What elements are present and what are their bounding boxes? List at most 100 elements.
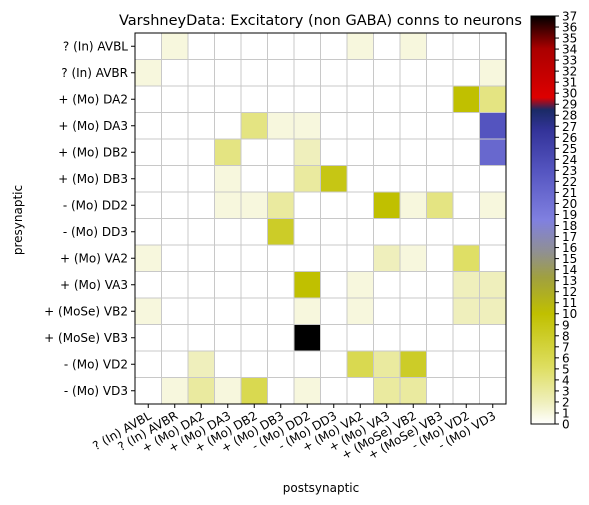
heatmap-cell <box>188 86 215 113</box>
heatmap-cell <box>426 165 454 193</box>
colorbar-tick-label: 9 <box>562 318 570 332</box>
heatmap-cell <box>347 218 374 246</box>
colorbar-tick-label: 7 <box>562 340 570 354</box>
heatmap-cell <box>241 271 268 299</box>
heatmap-cell <box>400 112 427 140</box>
heatmap-cell <box>267 59 295 87</box>
heatmap-cell <box>373 59 401 87</box>
heatmap-cell <box>214 271 242 299</box>
heatmap-cell <box>320 377 348 405</box>
heatmap-cell <box>426 351 454 378</box>
colorbar-tick-label: 36 <box>562 21 577 35</box>
x-tick-labels: ? (In) AVBL? (In) AVBR+ (Mo) DA2+ (Mo) D… <box>90 404 498 463</box>
heatmap-cell <box>453 271 480 299</box>
heatmap-cell <box>267 86 295 113</box>
heatmap-cell <box>267 324 295 352</box>
heatmap-cell <box>479 165 507 193</box>
heatmap-cell <box>479 192 507 219</box>
heatmap-cell <box>373 271 401 299</box>
y-tick-label: - (Mo) DD3 <box>63 225 128 239</box>
y-tick-label: + (Mo) DB3 <box>58 172 128 186</box>
heatmap-cell <box>426 33 454 60</box>
heatmap-cell <box>320 33 348 60</box>
heatmap-cell <box>400 139 427 166</box>
heatmap-cell <box>426 245 454 272</box>
heatmap-cell <box>188 377 215 405</box>
heatmap-cell <box>479 351 507 378</box>
heatmap-cell <box>320 245 348 272</box>
heatmap-cell <box>161 192 189 219</box>
heatmap-cell <box>320 271 348 299</box>
heatmap-cell <box>161 377 189 405</box>
heatmap-cell <box>347 192 374 219</box>
heatmap-cell <box>294 112 321 140</box>
heatmap-cell <box>214 245 242 272</box>
y-tick-label: - (Mo) DD2 <box>63 198 128 212</box>
heatmap-cell <box>373 377 401 405</box>
colorbar-tick-label: 26 <box>562 131 577 145</box>
colorbar-tick-label: 14 <box>562 263 577 277</box>
heatmap-cell <box>400 165 427 193</box>
heatmap-cell <box>479 33 507 60</box>
chart-title: VarshneyData: Excitatory (non GABA) conn… <box>119 13 522 29</box>
colorbar-tick-label: 20 <box>562 197 577 211</box>
colorbar-tick-label: 28 <box>562 109 577 123</box>
y-tick-label: ? (In) AVBL <box>63 39 128 53</box>
heatmap-cell <box>373 165 401 193</box>
heatmap-cell <box>373 139 401 166</box>
heatmap-cell <box>426 59 454 87</box>
colorbar-tick-label: 35 <box>562 32 577 46</box>
heatmap-cell <box>188 351 215 378</box>
heatmap-cell <box>294 324 321 352</box>
heatmap-cell <box>161 271 189 299</box>
heatmap-cell <box>453 139 480 166</box>
heatmap-cell <box>161 33 189 60</box>
heatmap-cell <box>320 86 348 113</box>
colorbar-tick-label: 19 <box>562 208 577 222</box>
heatmap-cell <box>294 139 321 166</box>
heatmap-cell <box>214 139 242 166</box>
heatmap-cell <box>320 112 348 140</box>
heatmap-cell <box>161 165 189 193</box>
heatmap-cell <box>188 218 215 246</box>
heatmap-cell <box>161 59 189 87</box>
heatmap-cell <box>347 165 374 193</box>
heatmap-cell <box>426 298 454 325</box>
heatmap-cell <box>267 271 295 299</box>
heatmap-cell <box>347 139 374 166</box>
colorbar-tick-label: 3 <box>562 384 570 398</box>
heatmap-cell <box>426 218 454 246</box>
y-tick-label: - (Mo) VD2 <box>64 357 128 371</box>
heatmap-cell <box>400 192 427 219</box>
heatmap-cell <box>373 86 401 113</box>
heatmap-cell <box>453 33 480 60</box>
heatmap-cell <box>400 351 427 378</box>
heatmap-cell <box>294 298 321 325</box>
heatmap-cell <box>135 192 162 219</box>
heatmap-cell <box>214 112 242 140</box>
heatmap-cell <box>294 351 321 378</box>
heatmap-cell <box>267 33 295 60</box>
y-tick-label: + (Mo) DB2 <box>58 145 128 159</box>
heatmap-cell <box>294 165 321 193</box>
y-tick-label: + (Mo) DA3 <box>58 119 128 133</box>
heatmap-cell <box>320 324 348 352</box>
heatmap-cell <box>267 139 295 166</box>
heatmap-cell <box>453 59 480 87</box>
heatmap-cell <box>320 192 348 219</box>
heatmap-cell <box>214 298 242 325</box>
heatmap-cell <box>373 298 401 325</box>
heatmap-cell <box>214 86 242 113</box>
heatmap-cell <box>267 245 295 272</box>
heatmap-cell <box>479 112 507 140</box>
colorbar-tick-label: 4 <box>562 373 570 387</box>
heatmap-cell <box>267 192 295 219</box>
heatmap-cell <box>241 165 268 193</box>
heatmap-cell <box>135 298 162 325</box>
heatmap-cell <box>188 192 215 219</box>
x-axis-label: postsynaptic <box>283 481 359 495</box>
heatmap-cell <box>267 351 295 378</box>
heatmap-cell <box>188 33 215 60</box>
heatmap-cell <box>347 351 374 378</box>
heatmap-cell <box>453 165 480 193</box>
